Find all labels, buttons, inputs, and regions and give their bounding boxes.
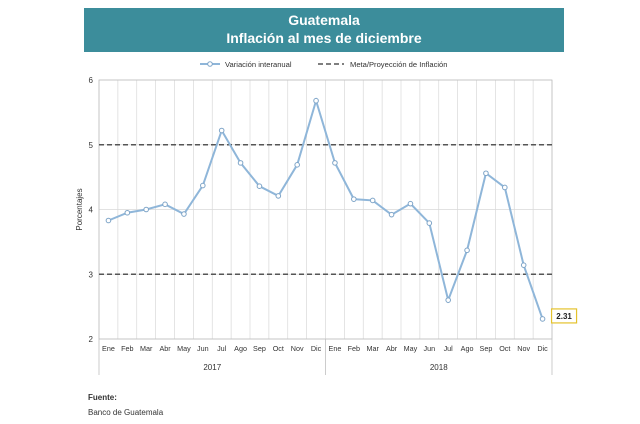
data-point [520, 262, 527, 268]
data-point [200, 182, 206, 189]
x-tick-label: Ene [102, 344, 115, 353]
x-tick-label: Abr [386, 344, 398, 353]
x-tick-label: Jun [197, 344, 209, 353]
data-point [369, 197, 376, 204]
data-point [256, 183, 263, 189]
x-tick-label: May [404, 344, 418, 353]
chart-title-banner: Guatemala Inflación al mes de diciembre [84, 8, 564, 52]
x-tick-label: Jul [217, 344, 227, 353]
data-point [162, 201, 168, 208]
x-tick-label: Oct [273, 344, 284, 353]
y-axis-label: Porcentajes [75, 188, 84, 230]
x-tick-label: Ene [329, 344, 342, 353]
x-tick-label: Oct [499, 344, 510, 353]
x-tick-label: Nov [517, 344, 530, 353]
x-tick-label: Jul [444, 344, 454, 353]
value-callout-label: 2.31 [556, 312, 572, 321]
data-point [181, 211, 187, 217]
y-tick-label: 6 [89, 76, 94, 85]
x-tick-label: May [177, 344, 191, 353]
data-point [294, 162, 300, 168]
x-tick-label: Mar [366, 344, 379, 353]
x-tick-label: Jun [424, 344, 436, 353]
legend-series-label: Variación interanual [225, 60, 292, 69]
data-point [313, 97, 319, 104]
data-point [407, 200, 414, 207]
x-tick-label: Dic [537, 344, 548, 353]
data-point [388, 211, 395, 218]
x-tick-label: Dic [311, 344, 322, 353]
x-tick-label: Sep [480, 344, 493, 353]
chart-subtitle: Inflación al mes de diciembre [226, 30, 422, 46]
data-point [351, 196, 357, 202]
data-point [539, 316, 546, 322]
data-point [332, 160, 338, 166]
data-point [275, 193, 282, 199]
y-tick-label: 4 [89, 206, 94, 215]
x-tick-label: Feb [348, 344, 360, 353]
data-point [483, 170, 489, 177]
source-label: Fuente: [88, 393, 117, 402]
legend-target-label: Meta/Proyección de Inflación [350, 60, 448, 69]
x-tick-label: Feb [121, 344, 133, 353]
x-group-label: 2018 [430, 363, 448, 372]
data-point [502, 184, 508, 191]
data-point [105, 217, 112, 224]
data-point [143, 206, 149, 213]
y-tick-label: 2 [89, 335, 94, 344]
x-tick-label: Nov [291, 344, 304, 353]
data-point [124, 209, 131, 216]
x-tick-label: Mar [140, 344, 153, 353]
x-tick-label: Sep [253, 344, 266, 353]
data-point [426, 220, 433, 226]
x-group-label: 2017 [203, 363, 221, 372]
series-line [108, 97, 544, 320]
data-point [218, 127, 225, 134]
inflation-line-chart: 2 3 4 5 6 Porcentajes 2.31 Ene Feb Mar Abr May Jun Ju… [75, 60, 578, 375]
data-point [464, 247, 470, 254]
data-point [237, 160, 244, 166]
chart-title: Guatemala [288, 12, 360, 28]
data-point [445, 297, 451, 303]
x-tick-label: Ago [461, 344, 474, 353]
x-tick-label: Ago [234, 344, 247, 353]
y-tick-label: 3 [89, 270, 94, 279]
source-value: Banco de Guatemala [88, 408, 164, 417]
y-tick-label: 5 [89, 141, 94, 150]
value-callout-box [550, 308, 578, 324]
legend-series-marker [207, 61, 213, 67]
x-tick-label: Abr [159, 344, 171, 353]
